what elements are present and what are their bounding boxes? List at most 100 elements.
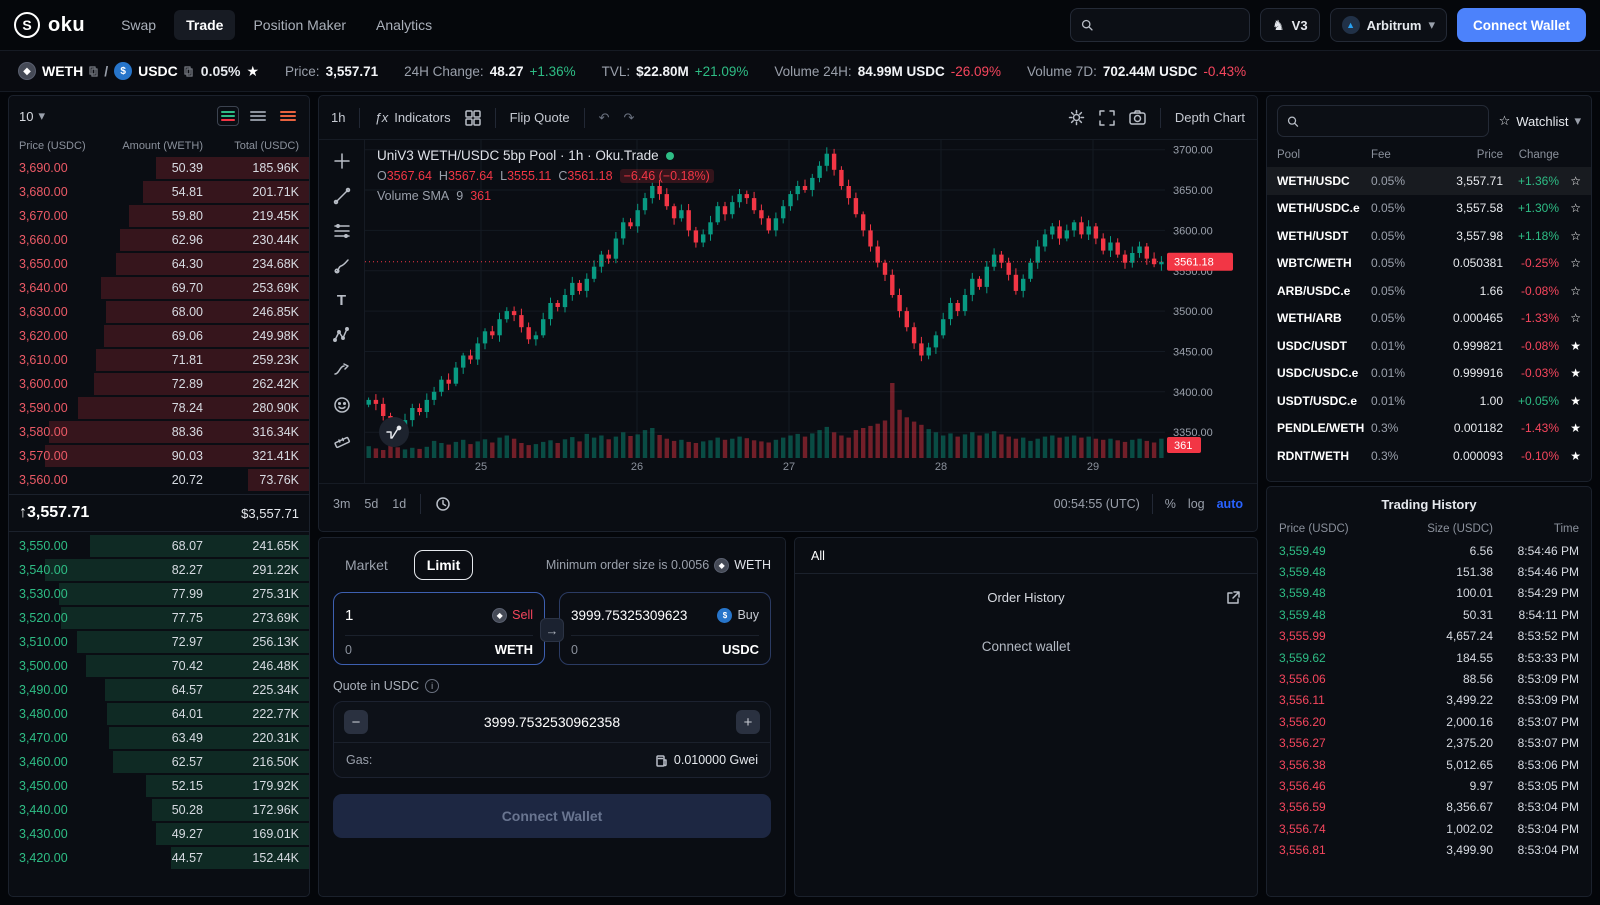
tab-limit[interactable]: Limit <box>413 550 474 580</box>
network-selector[interactable]: ▲ Arbitrum ▾ <box>1329 8 1447 42</box>
orderbook-row[interactable]: 3,540.00 82.27 291.22K <box>9 558 309 582</box>
candlestick-chart[interactable]: 3350.003400.003450.003500.003550.003600.… <box>365 140 1237 458</box>
trade-row[interactable]: 3,556.74 1,002.02 8:53:04 PM <box>1279 821 1579 836</box>
go-to-date-icon[interactable] <box>435 496 451 512</box>
scale-auto[interactable]: auto <box>1216 496 1243 511</box>
orderbook-row[interactable]: 3,500.00 70.42 246.48K <box>9 654 309 678</box>
buy-amount-input[interactable] <box>571 607 703 623</box>
chart-settings-gear-icon[interactable] <box>1068 109 1085 126</box>
watchlist-row[interactable]: USDC/USDC.e 0.01% 0.999916 -0.03% ★ <box>1277 366 1581 381</box>
watchlist-row[interactable]: RDNT/WETH 0.3% 0.000093 -0.10% ★ <box>1277 448 1581 463</box>
screenshot-camera-icon[interactable] <box>1129 110 1146 125</box>
trade-row[interactable]: 3,556.46 9.97 8:53:05 PM <box>1279 778 1579 793</box>
range-5d[interactable]: 5d <box>364 496 379 511</box>
external-link-icon[interactable] <box>1226 590 1241 605</box>
star-icon[interactable]: ★ <box>1570 338 1581 353</box>
orderbook-row[interactable]: 3,650.00 64.30 234.68K <box>9 252 309 276</box>
trade-row[interactable]: 3,556.27 2,375.20 8:53:07 PM <box>1279 736 1579 751</box>
trade-row[interactable]: 3,559.48 100.01 8:54:29 PM <box>1279 586 1579 601</box>
star-icon[interactable]: ★ <box>1570 421 1581 436</box>
fullscreen-icon[interactable] <box>1099 109 1115 126</box>
trade-row[interactable]: 3,559.49 6.56 8:54:46 PM <box>1279 543 1579 558</box>
trade-row[interactable]: 3,556.11 3,499.22 8:53:09 PM <box>1279 693 1579 708</box>
trade-row[interactable]: 3,556.59 8,356.67 8:53:04 PM <box>1279 800 1579 815</box>
nav-search[interactable] <box>1070 8 1251 42</box>
tab-all[interactable]: All <box>811 548 825 563</box>
watchlist-row[interactable]: ARB/USDC.e 0.05% 1.66 -0.08% ☆ <box>1277 283 1581 298</box>
watchlist-row[interactable]: PENDLE/WETH 0.3% 0.001182 -1.43% ★ <box>1277 421 1581 436</box>
orderbook-row[interactable]: 3,620.00 69.06 249.98K <box>9 324 309 348</box>
scale-log[interactable]: log <box>1187 496 1205 511</box>
watchlist-row[interactable]: USDT/USDC.e 0.01% 1.00 +0.05% ★ <box>1277 393 1581 408</box>
measure-tool-icon[interactable] <box>333 431 351 449</box>
orderbook-row[interactable]: 3,560.00 20.72 73.76K <box>9 468 309 492</box>
trade-row[interactable]: 3,556.20 2,000.16 8:53:07 PM <box>1279 714 1579 729</box>
increment-button[interactable]: + <box>735 710 760 734</box>
connect-wallet-hint[interactable]: Connect wallet <box>981 639 1071 654</box>
watchlist-row[interactable]: WETH/ARB 0.05% 0.000465 -1.33% ☆ <box>1277 311 1581 326</box>
contract-link-icon[interactable] <box>184 65 193 77</box>
orderbook-row[interactable]: 3,660.00 62.96 230.44K <box>9 228 309 252</box>
star-icon[interactable]: ☆ <box>1570 283 1581 298</box>
mid-price-row[interactable]: ↑3,557.71 $3,557.71 <box>9 494 309 532</box>
text-tool-icon[interactable]: T <box>336 292 347 309</box>
sell-token[interactable]: WETH <box>494 642 533 657</box>
star-icon[interactable]: ★ <box>1570 366 1581 381</box>
orderbook-view-bids-icon[interactable] <box>247 106 269 126</box>
limit-price-value[interactable]: 3999.7532530962358 <box>483 714 621 730</box>
form-connect-wallet-button[interactable]: Connect Wallet <box>333 794 771 838</box>
star-icon[interactable]: ☆ <box>1570 173 1581 188</box>
watchlist-row[interactable]: USDC/USDT 0.01% 0.999821 -0.08% ★ <box>1277 338 1581 353</box>
orderbook-row[interactable]: 3,630.00 68.00 246.85K <box>9 300 309 324</box>
watchlist-row[interactable]: WETH/USDC.e 0.05% 3,557.58 +1.30% ☆ <box>1277 201 1581 216</box>
brush-tool-icon[interactable] <box>333 257 351 275</box>
star-icon[interactable]: ☆ <box>1570 201 1581 216</box>
orderbook-row[interactable]: 3,480.00 64.01 222.77K <box>9 702 309 726</box>
orderbook-row[interactable]: 3,640.00 69.70 253.69K <box>9 276 309 300</box>
sell-balance[interactable]: 0 <box>345 642 352 657</box>
orderbook-row[interactable]: 3,550.00 68.07 241.65K <box>9 534 309 558</box>
nav-item-swap[interactable]: Swap <box>121 17 157 33</box>
star-icon[interactable]: ☆ <box>1570 256 1581 271</box>
orderbook-row[interactable]: 3,490.00 64.57 225.34K <box>9 678 309 702</box>
depth-chart-button[interactable]: Depth Chart <box>1174 110 1245 125</box>
tab-market[interactable]: Market <box>345 557 388 573</box>
trade-row[interactable]: 3,559.62 184.55 8:53:33 PM <box>1279 650 1579 665</box>
pair-selector[interactable]: ◆ WETH / $ USDC 0.05% ★ <box>18 62 259 80</box>
trade-row[interactable]: 3,559.48 50.31 8:54:11 PM <box>1279 607 1579 622</box>
orderbook-row[interactable]: 3,580.00 88.36 316.34K <box>9 420 309 444</box>
watchlist-row[interactable]: WBTC/WETH 0.05% 0.050381 -0.25% ☆ <box>1277 256 1581 271</box>
contract-link-icon[interactable] <box>89 65 98 77</box>
trade-row[interactable]: 3,556.81 3,499.90 8:53:04 PM <box>1279 843 1579 858</box>
tradingview-logo[interactable] <box>379 417 409 447</box>
nav-item-analytics[interactable]: Analytics <box>376 17 433 33</box>
star-icon[interactable]: ★ <box>1570 448 1581 463</box>
orderbook-depth-select[interactable]: 10 ▾ <box>19 108 45 124</box>
orderbook-view-both-icon[interactable] <box>217 106 239 126</box>
trade-row[interactable]: 3,555.99 4,657.24 8:53:52 PM <box>1279 629 1579 644</box>
protocol-version-badge[interactable]: ♞ V3 <box>1260 8 1320 42</box>
indicators-button[interactable]: ƒx Indicators <box>374 110 450 125</box>
orderbook-row[interactable]: 3,450.00 52.15 179.92K <box>9 774 309 798</box>
range-3m[interactable]: 3m <box>333 496 351 511</box>
scale-%[interactable]: % <box>1164 496 1176 511</box>
trade-row[interactable]: 3,556.38 5,012.65 8:53:06 PM <box>1279 757 1579 772</box>
watchlist-row[interactable]: WETH/USDC 0.05% 3,557.71 +1.36% ☆ <box>1267 167 1591 195</box>
emoji-tool-icon[interactable] <box>333 396 351 414</box>
chart-plot-area[interactable]: UniV3 WETH/USDC 5bp Pool · 1h · Oku.Trad… <box>365 140 1257 483</box>
time-axis[interactable]: 25 26 27 28 29 <box>365 458 1257 480</box>
orderbook-row[interactable]: 3,430.00 49.27 169.01K <box>9 822 309 846</box>
chart-clock[interactable]: 00:54:55 (UTC) <box>1053 496 1140 511</box>
nav-item-trade[interactable]: Trade <box>174 10 236 40</box>
orderbook-row[interactable]: 3,570.00 90.03 321.41K <box>9 444 309 468</box>
crosshair-tool-icon[interactable] <box>333 152 351 170</box>
nav-search-input[interactable] <box>1101 17 1240 33</box>
info-icon[interactable]: i <box>425 679 440 693</box>
favorite-star-icon[interactable]: ★ <box>246 62 260 79</box>
trade-row[interactable]: 3,559.48 151.38 8:54:46 PM <box>1279 565 1579 580</box>
watchlist-dropdown[interactable]: ☆ Watchlist ▾ <box>1499 113 1581 129</box>
orderbook-row[interactable]: 3,440.00 50.28 172.96K <box>9 798 309 822</box>
orderbook-row[interactable]: 3,470.00 63.49 220.31K <box>9 726 309 750</box>
oku-logo[interactable]: S oku <box>14 12 85 38</box>
layout-grid-icon[interactable] <box>464 109 481 126</box>
